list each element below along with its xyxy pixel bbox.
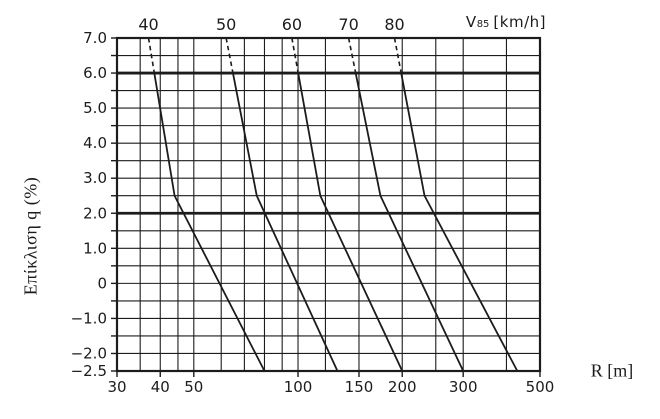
y-tick-label: 4.0 xyxy=(83,134,107,152)
curve-v50 xyxy=(232,72,339,372)
y-tick-label: 1.0 xyxy=(83,239,107,257)
x-tick-label: 200 xyxy=(388,378,417,396)
v85-unit: [km/h] xyxy=(493,13,546,31)
y-tick-label: −2.5 xyxy=(71,362,107,380)
curve-v70 xyxy=(354,72,465,372)
curve-v40-dashed xyxy=(147,37,156,74)
x-tick-label: 500 xyxy=(526,378,555,396)
curve-label-40: 40 xyxy=(138,15,158,34)
curve-label-70: 70 xyxy=(338,15,358,34)
curve-v80-dashed xyxy=(393,37,402,74)
y-tick-label: 2.0 xyxy=(83,204,107,222)
curve-label-80: 80 xyxy=(384,15,404,34)
curve-v60-dashed xyxy=(291,37,299,74)
y-tick-label: 0 xyxy=(97,274,107,292)
curve-label-60: 60 xyxy=(282,15,302,34)
y-tick-label: −2.0 xyxy=(71,344,107,362)
y-tick-label: 7.0 xyxy=(83,29,107,47)
y-tick-label: −1.0 xyxy=(71,309,107,327)
x-tick-label: 150 xyxy=(345,378,374,396)
y-axis-title: Επίκλιση q (%) xyxy=(20,176,41,296)
y-tick-label: 5.0 xyxy=(83,99,107,117)
x-tick-label: 100 xyxy=(284,378,313,396)
x-axis-title: R [m] xyxy=(590,360,634,381)
y-tick-label: 6.0 xyxy=(83,64,107,82)
v85-subscript: 85 xyxy=(476,19,490,30)
curve-v80 xyxy=(400,72,519,372)
top-axis-title: V85 [km/h] xyxy=(466,13,546,31)
curve-v70-dashed xyxy=(347,37,357,74)
x-tick-label: 40 xyxy=(151,378,170,396)
x-tick-label: 300 xyxy=(449,378,478,396)
curve-v50-dashed xyxy=(225,37,234,74)
y-tick-label: 3.0 xyxy=(83,169,107,187)
v85-symbol: V xyxy=(465,13,477,31)
x-tick-label: 50 xyxy=(184,378,203,396)
curve-v40 xyxy=(153,72,266,372)
x-tick-label: 30 xyxy=(107,378,126,396)
plot-frame xyxy=(115,36,542,373)
curve-label-50: 50 xyxy=(216,15,236,34)
curve-v60 xyxy=(297,72,404,372)
